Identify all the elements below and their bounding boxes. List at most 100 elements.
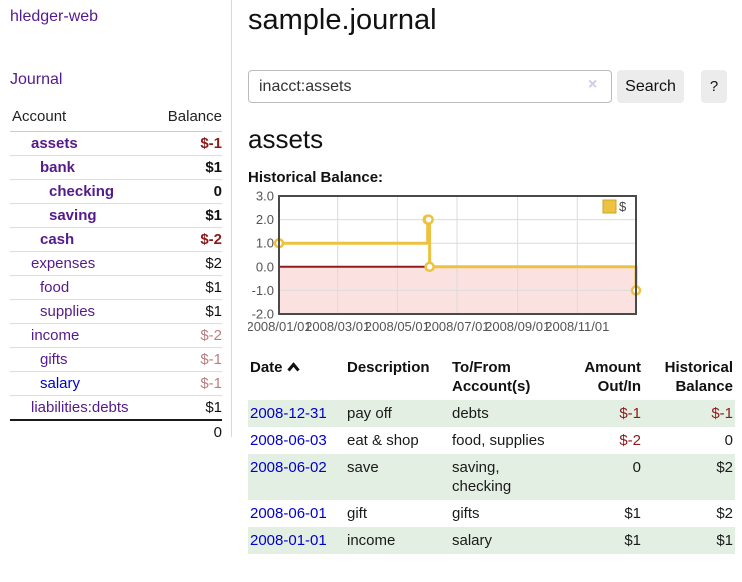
transaction-description: eat & shop <box>347 432 419 449</box>
transaction-amount: $1 <box>624 505 641 522</box>
sidebar-item-journal[interactable]: Journal <box>10 71 63 88</box>
account-row: assets $-1 <box>10 131 222 156</box>
y-axis-tick-label: 2.0 <box>256 212 274 227</box>
account-balance: $1 <box>205 399 222 416</box>
y-axis-tick-label: -1.0 <box>252 283 274 298</box>
y-axis-tick-label: -2.0 <box>252 307 274 322</box>
register-table-header: Date Description To/From Account(s) Amou… <box>248 356 735 400</box>
transaction-row: 2008-06-03 eat & shop food, supplies $-2 0 <box>248 427 735 454</box>
transaction-row: 2008-01-01 income salary $1 $1 <box>248 527 735 554</box>
register-account-heading: assets <box>248 124 324 154</box>
data-point-marker <box>423 214 434 225</box>
legend-swatch <box>602 199 617 214</box>
balance-column-header: Historical Balance <box>664 359 733 395</box>
account-column-header: Account <box>10 103 154 132</box>
x-axis-tick-label: 2008/05/01 <box>365 319 430 334</box>
y-axis-tick-label: 3.0 <box>256 191 274 204</box>
account-link-cash[interactable]: cash <box>40 231 75 248</box>
account-balance: $-1 <box>153 371 222 396</box>
transaction-date-link[interactable]: 2008-06-03 <box>250 432 327 449</box>
account-link-income[interactable]: income <box>31 327 80 344</box>
transaction-balance: $-1 <box>711 405 733 422</box>
account-link-supplies[interactable]: supplies <box>40 303 96 320</box>
transaction-accounts: salary <box>452 532 493 549</box>
transaction-date-link[interactable]: 2008-12-31 <box>250 405 327 422</box>
main-content: sample.journal × Search ? assets Histori… <box>246 0 735 554</box>
transaction-accounts: saving, checking <box>452 459 512 495</box>
x-axis-tick-label: 2008/09/01 <box>485 319 550 334</box>
x-axis-tick-label: 2008/03/01 <box>305 319 370 334</box>
transaction-description: gift <box>347 505 368 522</box>
plot-border <box>278 195 637 315</box>
account-balance: $1 <box>153 299 222 324</box>
accounts-column-header: To/From Account(s) <box>452 359 531 395</box>
transaction-description: save <box>347 459 379 476</box>
transaction-amount: $1 <box>624 532 641 549</box>
account-row: supplies $1 <box>10 299 222 324</box>
transaction-row: 2008-06-02 save saving, checking 0 $2 <box>248 454 735 500</box>
x-axis-tick-label: 2008/01/01 <box>248 319 312 334</box>
transaction-date-link[interactable]: 2008-06-01 <box>250 505 327 522</box>
transaction-row: 2008-12-31 pay off debts $-1 $-1 <box>248 400 735 427</box>
account-link-gifts[interactable]: gifts <box>40 351 68 368</box>
historical-balance-chart: 2008/01/012008/03/012008/05/012008/07/01… <box>246 189 642 334</box>
account-link-liabilities-debts[interactable]: liabilities:debts <box>31 399 129 416</box>
transaction-amount: 0 <box>632 459 641 476</box>
account-link-saving[interactable]: saving <box>49 207 97 224</box>
account-row: food $1 <box>10 275 222 300</box>
account-balance: $1 <box>153 275 222 300</box>
transaction-description: income <box>347 532 396 549</box>
account-balance: $2 <box>153 251 222 276</box>
transaction-accounts: gifts <box>452 505 480 522</box>
accounts-total-balance: 0 <box>153 419 222 444</box>
account-link-food[interactable]: food <box>40 279 70 296</box>
transaction-accounts: food, supplies <box>452 432 545 449</box>
accounts-table: Account Balance assets $-1 bank $1 checking 0… <box>10 103 222 444</box>
legend-label: $ <box>619 199 627 214</box>
balance-column-header: Balance <box>153 103 222 132</box>
account-row: saving $1 <box>10 203 222 228</box>
transaction-balance: $2 <box>716 459 733 476</box>
account-row: income $-2 <box>10 323 222 348</box>
account-balance: 0 <box>153 179 222 204</box>
account-balance: $1 <box>153 155 222 180</box>
sort-ascending-icon <box>286 359 300 378</box>
app-brand-link[interactable]: hledger-web <box>10 8 99 25</box>
account-row: salary $-1 <box>10 371 222 396</box>
account-link-assets[interactable]: assets <box>31 135 78 152</box>
description-column-header: Description <box>347 359 430 376</box>
transaction-date-link[interactable]: 2008-01-01 <box>250 532 327 549</box>
search-button[interactable]: Search <box>617 70 684 103</box>
data-point-marker <box>424 261 435 273</box>
transaction-balance: $2 <box>716 505 733 522</box>
search-input[interactable] <box>248 70 612 103</box>
transaction-accounts: debts <box>452 405 489 422</box>
sidebar: hledger-web Journal Account Balance asse… <box>0 0 232 444</box>
account-balance: $-2 <box>153 227 222 252</box>
account-row: expenses $2 <box>10 251 222 276</box>
transaction-amount: $-2 <box>619 432 641 449</box>
y-axis-tick-label: 1.0 <box>256 236 274 251</box>
y-axis-tick-label: 0.0 <box>256 259 274 274</box>
transaction-balance: 0 <box>724 432 733 449</box>
account-row: bank $1 <box>10 155 222 180</box>
clear-search-icon[interactable]: × <box>588 76 598 93</box>
account-balance: $1 <box>153 203 222 228</box>
chart-title: Historical Balance: <box>248 169 384 186</box>
transaction-amount: $-1 <box>619 405 641 422</box>
account-link-expenses[interactable]: expenses <box>31 255 96 272</box>
account-link-salary[interactable]: salary <box>40 375 81 392</box>
accounts-table-header: Account Balance <box>10 103 222 132</box>
date-column-header: Date <box>248 356 345 400</box>
account-link-bank[interactable]: bank <box>40 159 76 176</box>
account-balance: $-2 <box>153 323 222 348</box>
x-axis-tick-label: 2008/07/01 <box>424 319 489 334</box>
help-button[interactable]: ? <box>701 70 727 103</box>
amount-column-header: Amount Out/In <box>584 359 641 395</box>
register-table: Date Description To/From Account(s) Amou… <box>248 356 735 554</box>
transaction-date-link[interactable]: 2008-06-02 <box>250 459 327 476</box>
search-form: × Search ? <box>248 70 735 103</box>
transaction-description: pay off <box>347 405 392 422</box>
account-link-checking[interactable]: checking <box>49 183 115 200</box>
account-balance: $-1 <box>153 347 222 372</box>
